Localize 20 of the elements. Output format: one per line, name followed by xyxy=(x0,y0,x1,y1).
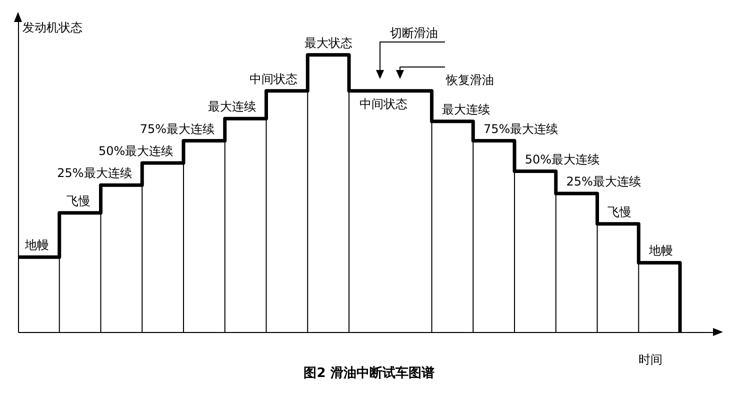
annotation: 最大连续 xyxy=(208,100,256,114)
annotation: 最大连续 xyxy=(442,102,490,116)
annotation: 50%最大连续 xyxy=(98,144,174,158)
annotation: 25%最大连续 xyxy=(566,174,641,188)
annotation: 地幔 xyxy=(24,238,50,252)
annotation: 最大状态 xyxy=(304,36,352,50)
annotation: 飞慢 xyxy=(66,194,90,208)
y-axis-title: 发动机状态 xyxy=(22,20,82,34)
annotation: 25%最大连续 xyxy=(57,166,132,180)
annotation: 飞慢 xyxy=(608,204,632,219)
annotation: 地幔 xyxy=(648,244,673,258)
text: 图2 滑油中断试车图谱 xyxy=(304,365,434,381)
text: 切断滑油 xyxy=(390,26,438,40)
annotation: 75%最大连续 xyxy=(140,122,215,136)
annotation: 50%最大连续 xyxy=(524,152,600,166)
annotation: 中间状态 xyxy=(359,96,408,111)
x-axis-title: 时间 xyxy=(638,352,662,366)
annotation: 75%最大连续 xyxy=(483,122,558,136)
annotation: 恢复滑油 xyxy=(445,73,494,87)
annotation: 中间状态 xyxy=(249,72,298,86)
